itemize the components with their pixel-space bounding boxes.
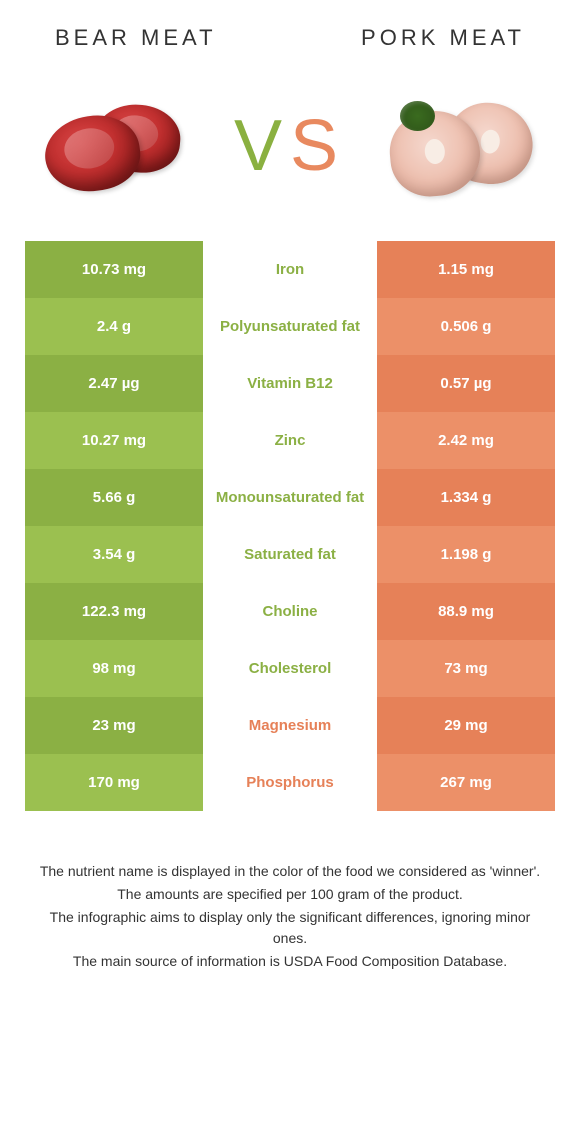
vs-row: VS	[0, 61, 580, 241]
nutrient-name: Choline	[203, 583, 377, 640]
nutrient-name: Monounsaturated fat	[203, 469, 377, 526]
table-row: 5.66 gMonounsaturated fat1.334 g	[25, 469, 555, 526]
pork-meat-image	[380, 81, 550, 211]
nutrient-name: Magnesium	[203, 697, 377, 754]
right-value: 0.506 g	[377, 298, 555, 355]
right-value: 73 mg	[377, 640, 555, 697]
left-value: 98 mg	[25, 640, 203, 697]
left-value: 3.54 g	[25, 526, 203, 583]
left-value: 10.73 mg	[25, 241, 203, 298]
right-value: 1.15 mg	[377, 241, 555, 298]
nutrient-name: Zinc	[203, 412, 377, 469]
footer-notes: The nutrient name is displayed in the co…	[0, 811, 580, 972]
nutrient-name: Polyunsaturated fat	[203, 298, 377, 355]
comparison-table: 10.73 mgIron1.15 mg2.4 gPolyunsaturated …	[25, 241, 555, 811]
right-value: 2.42 mg	[377, 412, 555, 469]
bear-meat-image	[30, 81, 200, 211]
right-food-title: Pork meat	[361, 25, 525, 51]
table-row: 170 mgPhosphorus267 mg	[25, 754, 555, 811]
left-value: 2.4 g	[25, 298, 203, 355]
nutrient-name: Cholesterol	[203, 640, 377, 697]
nutrient-name: Saturated fat	[203, 526, 377, 583]
right-value: 1.334 g	[377, 469, 555, 526]
table-row: 122.3 mgCholine88.9 mg	[25, 583, 555, 640]
table-row: 10.73 mgIron1.15 mg	[25, 241, 555, 298]
table-row: 98 mgCholesterol73 mg	[25, 640, 555, 697]
table-row: 2.47 µgVitamin B120.57 µg	[25, 355, 555, 412]
table-row: 23 mgMagnesium29 mg	[25, 697, 555, 754]
right-value: 88.9 mg	[377, 583, 555, 640]
right-value: 1.198 g	[377, 526, 555, 583]
left-value: 2.47 µg	[25, 355, 203, 412]
left-value: 5.66 g	[25, 469, 203, 526]
header: Bear meat Pork meat	[0, 0, 580, 61]
left-value: 122.3 mg	[25, 583, 203, 640]
right-value: 29 mg	[377, 697, 555, 754]
vs-label: VS	[234, 105, 346, 187]
vs-v: V	[234, 106, 290, 186]
footer-line-3: The infographic aims to display only the…	[35, 907, 545, 949]
vs-s: S	[290, 106, 346, 186]
nutrient-name: Phosphorus	[203, 754, 377, 811]
left-food-title: Bear meat	[55, 25, 217, 51]
table-row: 10.27 mgZinc2.42 mg	[25, 412, 555, 469]
left-value: 23 mg	[25, 697, 203, 754]
footer-line-1: The nutrient name is displayed in the co…	[35, 861, 545, 882]
left-value: 170 mg	[25, 754, 203, 811]
table-row: 3.54 gSaturated fat1.198 g	[25, 526, 555, 583]
footer-line-2: The amounts are specified per 100 gram o…	[35, 884, 545, 905]
left-value: 10.27 mg	[25, 412, 203, 469]
nutrient-name: Vitamin B12	[203, 355, 377, 412]
right-value: 0.57 µg	[377, 355, 555, 412]
nutrient-name: Iron	[203, 241, 377, 298]
right-value: 267 mg	[377, 754, 555, 811]
footer-line-4: The main source of information is USDA F…	[35, 951, 545, 972]
table-row: 2.4 gPolyunsaturated fat0.506 g	[25, 298, 555, 355]
